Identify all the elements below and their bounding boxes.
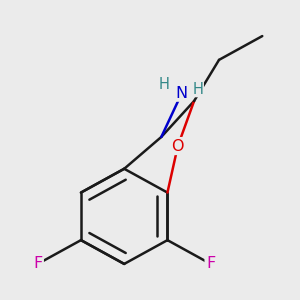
Text: N: N [176,86,188,101]
Text: O: O [172,139,184,154]
Text: H: H [158,77,169,92]
Text: F: F [33,256,42,272]
Text: H: H [192,82,203,97]
Text: F: F [206,256,215,272]
